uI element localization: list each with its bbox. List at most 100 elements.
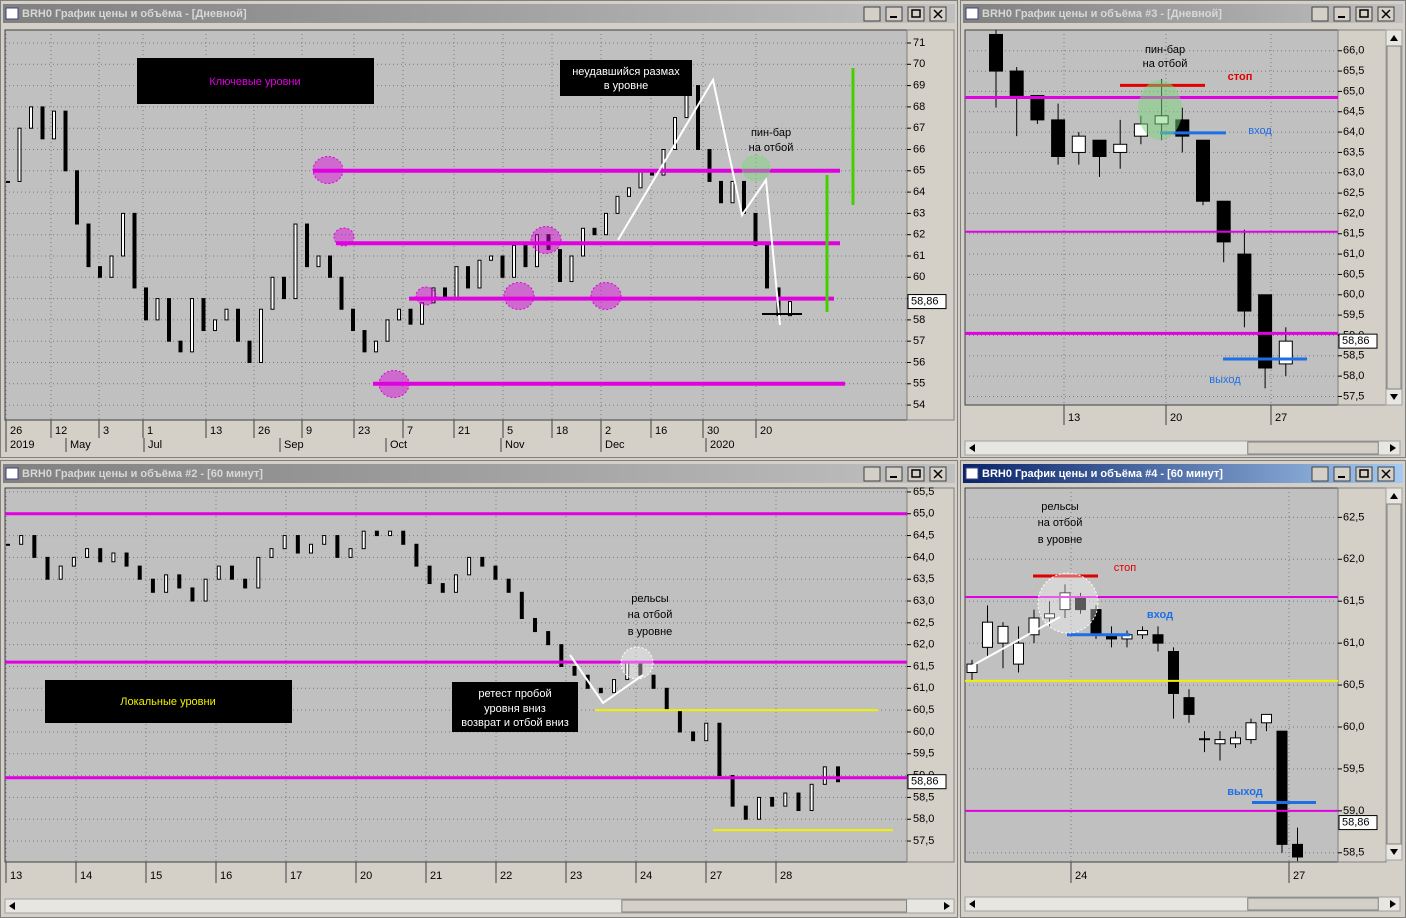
price-bar bbox=[132, 212, 137, 289]
title-bar bbox=[3, 464, 955, 483]
candle-body bbox=[1092, 139, 1107, 157]
scroll-thumb[interactable] bbox=[1247, 897, 1379, 911]
button-glyph bbox=[911, 469, 921, 478]
window-button[interactable] bbox=[1355, 466, 1373, 482]
y-tick-label: 62,5 bbox=[1343, 187, 1364, 199]
window-title: BRH0 График цены и объёма #3 - [Дневной] bbox=[982, 8, 1222, 20]
window-title: BRH0 График цены и объёма #4 - [60 минут… bbox=[982, 468, 1223, 480]
price-bar bbox=[730, 180, 735, 204]
candle-body bbox=[1013, 642, 1024, 665]
y-tick-label: 62,5 bbox=[913, 617, 934, 629]
price-bar bbox=[216, 565, 221, 580]
price-bar bbox=[385, 319, 390, 342]
window-button[interactable] bbox=[907, 6, 925, 22]
scroll-thumb[interactable] bbox=[1386, 503, 1402, 845]
scroll-thumb[interactable] bbox=[621, 899, 908, 913]
price-bar bbox=[328, 255, 332, 278]
price-bar bbox=[506, 578, 511, 593]
candle-body bbox=[982, 621, 993, 648]
y-tick-label: 60 bbox=[913, 271, 925, 283]
y-tick-label: 58,0 bbox=[913, 813, 934, 825]
highlight-circle bbox=[1037, 572, 1099, 634]
scroll-arrow bbox=[969, 900, 975, 908]
price-bar bbox=[788, 301, 792, 317]
note-text: Локальные уровни bbox=[120, 696, 216, 708]
window-button[interactable] bbox=[863, 466, 881, 482]
price-bar bbox=[572, 665, 577, 676]
y-tick-label: 62,5 bbox=[1343, 511, 1364, 523]
y-tick-label: 56 bbox=[913, 356, 925, 368]
window-button[interactable] bbox=[907, 466, 925, 482]
price-bar bbox=[388, 530, 393, 537]
x-tick-label-2: Nov bbox=[505, 439, 525, 451]
scroll-thumb[interactable] bbox=[1386, 45, 1402, 390]
x-tick-label: 26 bbox=[258, 425, 270, 437]
price-bar bbox=[98, 548, 103, 563]
scroll-arrow bbox=[1390, 444, 1396, 452]
window-button[interactable] bbox=[1311, 466, 1329, 482]
x-tick-label: 16 bbox=[655, 425, 667, 437]
price-bar bbox=[293, 223, 298, 300]
price-bar bbox=[466, 266, 470, 289]
price-label: 58,86 bbox=[1342, 816, 1370, 828]
window: BRH0 График цены и объёма #4 - [60 минут… bbox=[960, 460, 1406, 918]
price-bar bbox=[322, 535, 327, 545]
x-tick-label: 5 bbox=[507, 425, 513, 437]
price-bar bbox=[440, 583, 445, 593]
price-bar bbox=[58, 565, 63, 580]
price-bar bbox=[401, 530, 406, 545]
x-tick-label: 20 bbox=[760, 425, 772, 437]
window-button[interactable] bbox=[1333, 466, 1351, 482]
window-button[interactable] bbox=[885, 466, 903, 482]
x-tick-label: 14 bbox=[80, 870, 92, 882]
price-bar bbox=[86, 223, 91, 268]
x-tick-label: 7 bbox=[407, 425, 413, 437]
highlight-circle bbox=[620, 646, 654, 680]
y-tick-label: 57,5 bbox=[913, 835, 934, 847]
price-bar bbox=[213, 319, 217, 332]
window-button[interactable] bbox=[885, 6, 903, 22]
window: BRH0 График цены и объёма #2 - [60 минут… bbox=[0, 460, 958, 918]
x-tick-label-2: Dec bbox=[605, 439, 625, 451]
y-tick-label: 65 bbox=[913, 165, 925, 177]
y-tick-label: 61,0 bbox=[1343, 637, 1364, 649]
price-bar bbox=[397, 308, 401, 321]
price-bar bbox=[164, 574, 169, 593]
candle-body bbox=[1258, 294, 1273, 369]
x-tick-label-2: 2020 bbox=[710, 439, 734, 451]
price-bar bbox=[836, 766, 840, 783]
candle-body bbox=[1113, 143, 1128, 153]
price-bar bbox=[420, 302, 424, 325]
axis-panel bbox=[1337, 487, 1387, 863]
y-tick-label: 59,5 bbox=[913, 748, 934, 760]
price-bar bbox=[809, 783, 814, 812]
candle-body bbox=[1030, 94, 1045, 121]
candle-body bbox=[1051, 119, 1066, 157]
price-bar bbox=[19, 535, 24, 545]
candle-body bbox=[1009, 70, 1024, 96]
x-tick-label: 13 bbox=[1068, 412, 1080, 424]
plot: Ключевые уровни неудавшийся размах в уровн… bbox=[5, 30, 907, 420]
scroll-thumb[interactable] bbox=[1247, 441, 1379, 455]
candle-body bbox=[1059, 592, 1071, 611]
window-button[interactable] bbox=[863, 6, 881, 22]
price-bar bbox=[155, 298, 160, 321]
window-button[interactable] bbox=[1333, 6, 1351, 22]
x-tick-label: 3 bbox=[103, 425, 109, 437]
price-tag bbox=[1338, 333, 1378, 349]
window-button[interactable] bbox=[1355, 6, 1373, 22]
price-bar bbox=[190, 298, 194, 353]
candle-body bbox=[1137, 630, 1148, 636]
note-text: в уровне bbox=[604, 80, 649, 92]
y-tick-label: 59,5 bbox=[1343, 309, 1364, 321]
price-bar bbox=[431, 287, 436, 304]
price-bar bbox=[753, 212, 758, 246]
note-text: в уровне bbox=[1038, 534, 1083, 546]
button-glyph bbox=[1359, 469, 1369, 478]
y-tick-label: 62,0 bbox=[1343, 553, 1364, 565]
x-tick-label: 1 bbox=[147, 425, 153, 437]
y-tick-label: 64,0 bbox=[913, 551, 934, 563]
y-tick-label: 58,5 bbox=[1343, 350, 1364, 362]
x-tick-label-2: 2019 bbox=[10, 439, 34, 451]
window-button[interactable] bbox=[1311, 6, 1329, 22]
